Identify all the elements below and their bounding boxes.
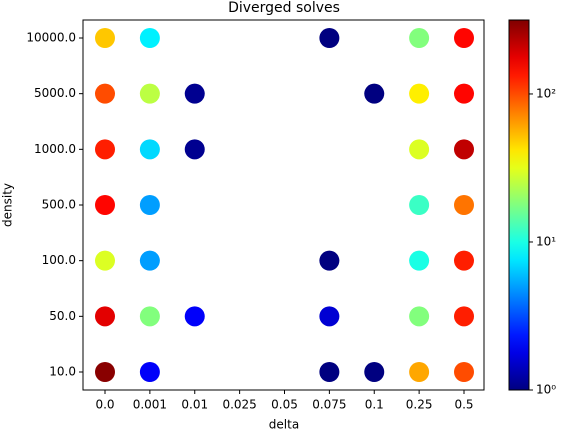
point	[139, 195, 160, 215]
point	[139, 362, 160, 382]
x-tick-label: 0.075	[312, 398, 346, 412]
point	[139, 250, 160, 271]
point	[139, 306, 160, 327]
x-tick-label: 0.01	[181, 398, 208, 412]
point	[95, 83, 115, 104]
x-tick-label: 0.001	[133, 398, 167, 412]
point	[139, 139, 160, 160]
point	[139, 28, 160, 48]
point	[454, 83, 474, 104]
x-tick-label: 0.05	[271, 398, 298, 412]
x-tick-label: 0.5	[454, 398, 473, 412]
point	[95, 250, 115, 271]
point	[454, 28, 474, 48]
point	[364, 83, 385, 104]
point	[319, 306, 340, 327]
colorbar	[508, 19, 530, 391]
chart-title: Diverged solves	[228, 0, 340, 16]
point	[364, 362, 385, 382]
point	[409, 195, 430, 215]
y-tick-label: 1000.0	[34, 142, 76, 156]
point	[139, 83, 160, 104]
y-tick-label: 500.0	[42, 198, 76, 212]
point	[184, 306, 205, 327]
y-tick-label: 50.0	[49, 309, 76, 323]
point	[454, 139, 474, 160]
y-tick-label: 10000.0	[26, 31, 76, 45]
colorbar-tick-label: 10²	[536, 86, 556, 100]
x-tick-label: 0.0	[95, 398, 114, 412]
y-tick-label: 100.0	[42, 253, 76, 267]
point	[454, 306, 474, 327]
point	[184, 139, 205, 160]
x-tick-label: 0.25	[406, 398, 433, 412]
point	[454, 195, 474, 215]
point	[95, 139, 115, 160]
x-axis-label: delta	[269, 418, 299, 432]
point	[319, 362, 340, 382]
colorbar-tick-label: 10¹	[536, 234, 556, 248]
point	[95, 362, 115, 382]
x-tick-label: 0.1	[365, 398, 384, 412]
y-tick-label: 10.0	[49, 365, 76, 379]
colorbar-tick-label: 10⁰	[536, 383, 556, 397]
point	[95, 195, 115, 215]
point	[95, 306, 115, 327]
point	[409, 28, 430, 48]
point	[409, 250, 430, 271]
point	[409, 362, 430, 382]
point	[454, 250, 474, 271]
x-tick-label: 0.025	[222, 398, 256, 412]
point	[409, 83, 430, 104]
point	[95, 28, 115, 48]
point	[319, 250, 340, 271]
point	[454, 362, 474, 382]
point	[409, 306, 430, 327]
y-axis-label: density	[1, 183, 15, 227]
point	[184, 83, 205, 104]
point	[319, 28, 340, 48]
y-tick-label: 5000.0	[34, 86, 76, 100]
point	[409, 139, 430, 160]
